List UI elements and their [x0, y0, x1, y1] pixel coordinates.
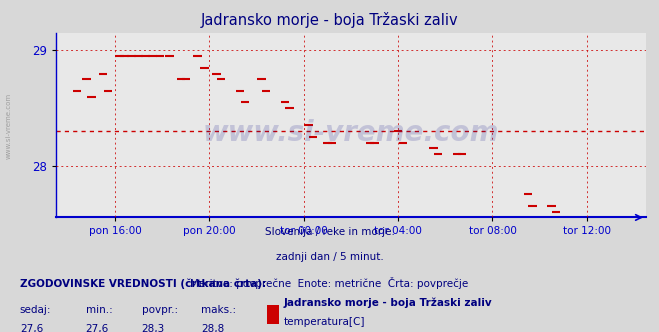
Text: zadnji dan / 5 minut.: zadnji dan / 5 minut. [275, 252, 384, 262]
Text: temperatura[C]: temperatura[C] [283, 317, 365, 327]
Text: www.si-vreme.com: www.si-vreme.com [5, 93, 11, 159]
Text: Jadransko morje - boja Tržaski zaliv: Jadransko morje - boja Tržaski zaliv [283, 297, 492, 308]
Text: ZGODOVINSKE VREDNOSTI (črtkana črta):: ZGODOVINSKE VREDNOSTI (črtkana črta): [20, 279, 266, 290]
Text: 27,6: 27,6 [86, 324, 109, 332]
Text: 28,8: 28,8 [201, 324, 224, 332]
Text: www.si-vreme.com: www.si-vreme.com [203, 119, 499, 147]
Text: 28,3: 28,3 [142, 324, 165, 332]
Text: Jadransko morje - boja Tržaski zaliv: Jadransko morje - boja Tržaski zaliv [201, 12, 458, 28]
Text: sedaj:: sedaj: [20, 305, 51, 315]
Text: min.:: min.: [86, 305, 113, 315]
Text: maks.:: maks.: [201, 305, 236, 315]
Text: Meritve: povprečne  Enote: metrične  Črta: povprečje: Meritve: povprečne Enote: metrične Črta:… [190, 277, 469, 289]
Text: 27,6: 27,6 [20, 324, 43, 332]
Text: povpr.:: povpr.: [142, 305, 178, 315]
Text: Slovenija / reke in morje.: Slovenija / reke in morje. [264, 227, 395, 237]
